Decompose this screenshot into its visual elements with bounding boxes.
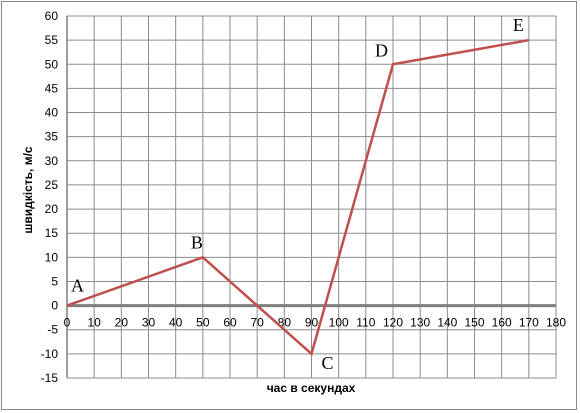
y-tick-label: 60	[45, 9, 59, 23]
y-tick-label: -15	[41, 371, 59, 385]
x-tick-label: 30	[142, 316, 156, 330]
x-tick-label: 170	[519, 316, 539, 330]
y-tick-label: 5	[51, 274, 58, 288]
x-tick-label: 160	[492, 316, 512, 330]
y-tick-label: 35	[45, 130, 59, 144]
point-labels: A B C D E	[71, 15, 524, 373]
y-tick-label: 10	[45, 250, 59, 264]
axes	[66, 16, 556, 378]
y-tick-label: 55	[45, 33, 59, 47]
y-tick-label: 50	[45, 57, 59, 71]
point-label-c: C	[322, 353, 334, 373]
series-line	[66, 38, 530, 357]
x-tick-label: 80	[278, 316, 292, 330]
y-tick-label: 15	[45, 226, 59, 240]
y-tick-label: -10	[41, 347, 59, 361]
x-tick-label: 10	[87, 316, 101, 330]
x-tick-label: 120	[383, 316, 403, 330]
tick-labels: 0 10 20 30 40 50 60 70 80 90 100 110 120 130 140 150 160…	[41, 9, 567, 385]
x-tick-label: 110	[356, 316, 375, 330]
y-tick-label: 25	[45, 178, 59, 192]
point-label-a: A	[71, 276, 84, 296]
x-axis-title: час в секундах	[267, 381, 356, 395]
y-axis-title: швидкість, м/с	[21, 146, 35, 234]
x-tick-label: 100	[329, 316, 349, 330]
x-tick-label: 140	[437, 316, 457, 330]
x-tick-label: 90	[305, 316, 319, 330]
point-label-e: E	[513, 15, 524, 35]
x-tick-label: 20	[115, 316, 129, 330]
x-tick-label: 130	[410, 316, 430, 330]
y-tick-label: 45	[45, 81, 59, 95]
x-tick-label: 40	[169, 316, 183, 330]
y-tick-label: 40	[45, 106, 59, 120]
x-tick-label: 180	[546, 316, 566, 330]
point-label-b: B	[191, 232, 203, 252]
point-label-d: D	[375, 40, 388, 60]
x-tick-label: 50	[196, 316, 210, 330]
y-tick-label: 20	[45, 202, 59, 216]
x-tick-label: 0	[64, 316, 71, 330]
x-tick-label: 60	[223, 316, 237, 330]
x-tick-label: 70	[250, 316, 264, 330]
y-tick-label: -5	[47, 323, 58, 337]
x-tick-label: 150	[464, 316, 484, 330]
y-tick-label: 30	[45, 154, 59, 168]
y-tick-label: 0	[51, 299, 58, 313]
series	[66, 38, 530, 357]
